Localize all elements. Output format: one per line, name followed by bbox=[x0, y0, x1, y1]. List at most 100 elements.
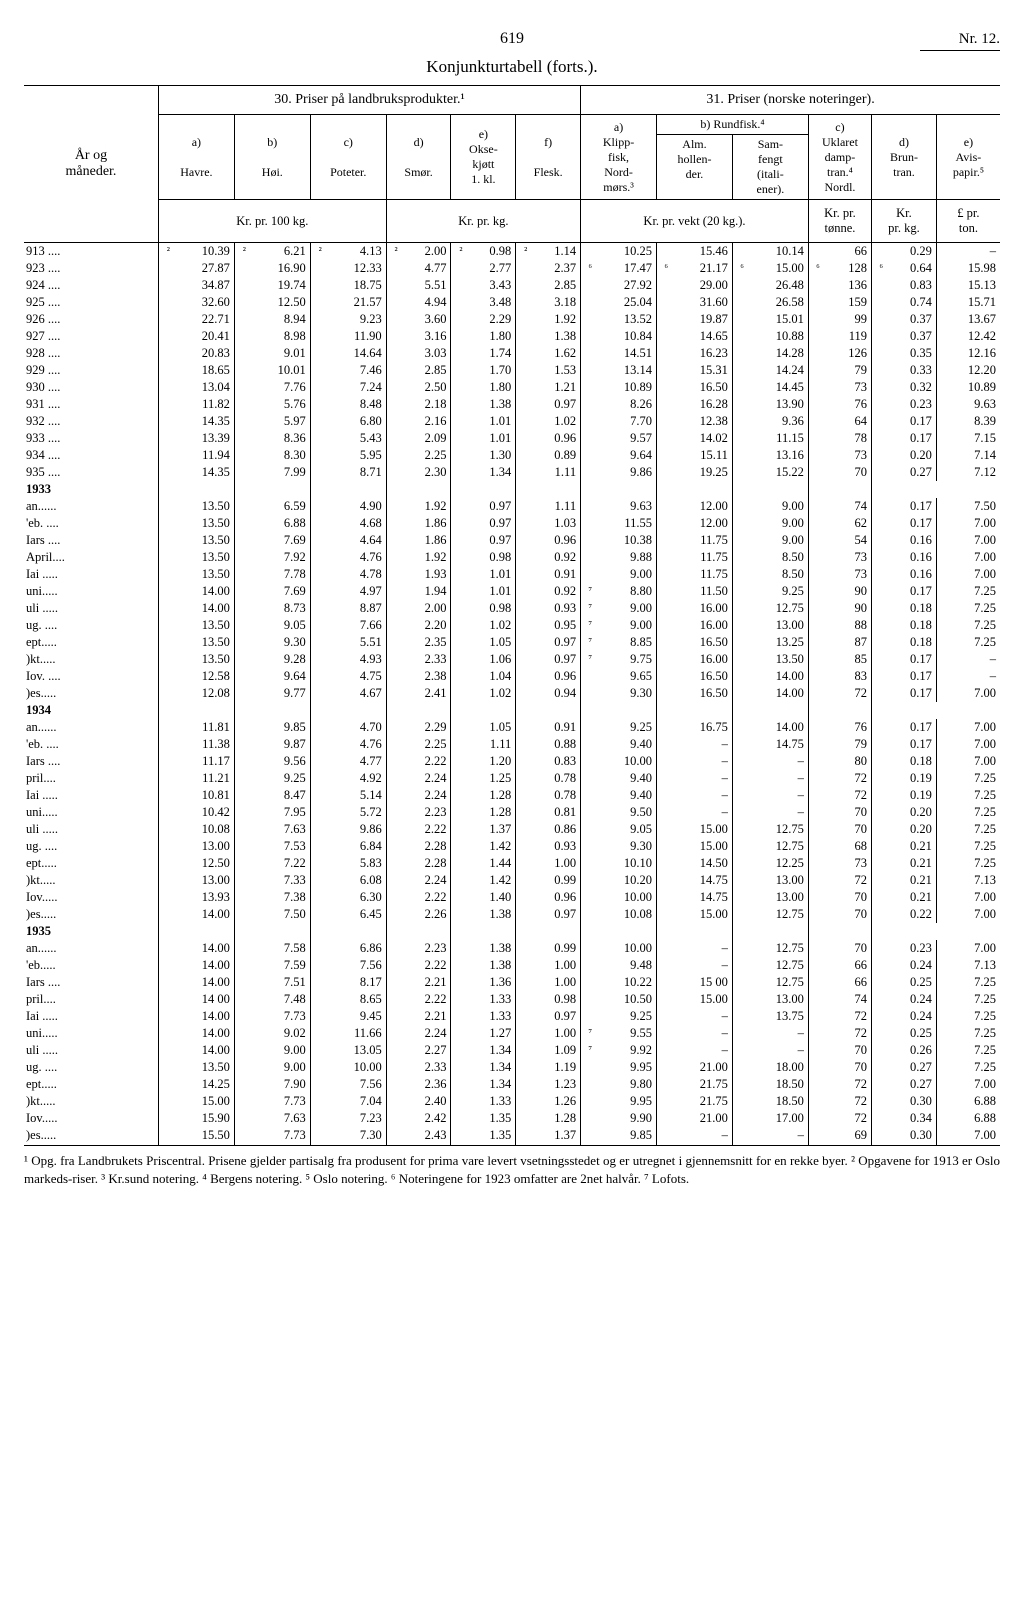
cell-prefix bbox=[310, 906, 323, 923]
col-c2: c) bbox=[835, 120, 844, 134]
cell-prefix bbox=[310, 498, 323, 515]
cell-value: 5.95 bbox=[323, 447, 386, 464]
cell-value: 18.75 bbox=[323, 277, 386, 294]
cell-prefix bbox=[516, 447, 529, 464]
cell-value: 7.25 bbox=[936, 1025, 1000, 1042]
cell-value: 7.25 bbox=[936, 1059, 1000, 1076]
cell-prefix bbox=[451, 1076, 464, 1093]
cell-prefix bbox=[732, 634, 745, 651]
row-label: uli ..... bbox=[24, 821, 158, 838]
cell-value: 72 bbox=[821, 1076, 872, 1093]
cell-value: 15.00 bbox=[669, 821, 732, 838]
cell-prefix bbox=[386, 515, 399, 532]
cell-value: 8.17 bbox=[323, 974, 386, 991]
cell-value: 0.23 bbox=[884, 940, 936, 957]
cell-value: 7.15 bbox=[936, 430, 1000, 447]
cell-prefix bbox=[158, 872, 171, 889]
cell-value: 0.21 bbox=[884, 872, 936, 889]
cell-value: 1.30 bbox=[463, 447, 515, 464]
table-row: Iov.....13.937.386.302.221.400.9610.0014… bbox=[24, 889, 1000, 906]
cell-value: 76 bbox=[821, 396, 872, 413]
cell-prefix bbox=[310, 940, 323, 957]
cell-prefix bbox=[451, 464, 464, 481]
cell-value: 7.76 bbox=[247, 379, 310, 396]
cell-prefix bbox=[808, 277, 821, 294]
cell-value: 2.29 bbox=[399, 719, 451, 736]
cell-value: 14.24 bbox=[745, 362, 808, 379]
cell-value: 7.00 bbox=[936, 736, 1000, 753]
cell-prefix bbox=[872, 957, 885, 974]
cell-value: 15.98 bbox=[936, 260, 1000, 277]
cell-value: 13.90 bbox=[745, 396, 808, 413]
cell-value: 1.03 bbox=[528, 515, 580, 532]
cell-prefix bbox=[516, 430, 529, 447]
cell-prefix bbox=[158, 464, 171, 481]
cell-prefix bbox=[732, 770, 745, 787]
cell-value: 2.22 bbox=[399, 753, 451, 770]
cell-value: 0.18 bbox=[884, 634, 936, 651]
cell-value: 70 bbox=[821, 1059, 872, 1076]
cell-prefix bbox=[158, 600, 171, 617]
cell-value: 1.25 bbox=[463, 770, 515, 787]
cell-prefix bbox=[386, 634, 399, 651]
cell-prefix bbox=[386, 464, 399, 481]
cell-prefix bbox=[310, 974, 323, 991]
cell-value: 7.14 bbox=[936, 447, 1000, 464]
cell-prefix bbox=[386, 311, 399, 328]
cell-prefix bbox=[657, 940, 670, 957]
cell-prefix bbox=[158, 940, 171, 957]
cell-value: 7.00 bbox=[936, 753, 1000, 770]
cell-value: 0.96 bbox=[528, 889, 580, 906]
cell-value: 4.67 bbox=[323, 685, 386, 702]
cell-prefix bbox=[732, 719, 745, 736]
cell-prefix bbox=[234, 464, 247, 481]
cell-prefix bbox=[158, 753, 171, 770]
cell-prefix bbox=[386, 821, 399, 838]
cell-value: 9.30 bbox=[593, 838, 656, 855]
row-label: 1933 bbox=[24, 481, 158, 498]
cell-value: 2.30 bbox=[399, 464, 451, 481]
cell-prefix bbox=[872, 1042, 885, 1059]
row-label: ug. .... bbox=[24, 838, 158, 855]
cell-value: 1.92 bbox=[399, 498, 451, 515]
cell-value: 126 bbox=[821, 345, 872, 362]
cell-prefix bbox=[451, 974, 464, 991]
cell-value: 64 bbox=[821, 413, 872, 430]
cell-prefix bbox=[808, 413, 821, 430]
row-label: 'eb..... bbox=[24, 957, 158, 974]
cell-value: 0.30 bbox=[884, 1127, 936, 1146]
cell-prefix bbox=[451, 260, 464, 277]
row-label: )es..... bbox=[24, 1127, 158, 1146]
cell-prefix bbox=[234, 634, 247, 651]
cell-value: 69 bbox=[821, 1127, 872, 1146]
row-label: 926 .... bbox=[24, 311, 158, 328]
cell-value: 1.21 bbox=[528, 379, 580, 396]
cell-prefix bbox=[808, 549, 821, 566]
cell-value: 72 bbox=[821, 787, 872, 804]
cell-prefix bbox=[310, 838, 323, 855]
cell-value: 2.37 bbox=[528, 260, 580, 277]
row-label: Iars .... bbox=[24, 532, 158, 549]
cell-prefix bbox=[158, 566, 171, 583]
cell-value: 15.50 bbox=[171, 1127, 234, 1146]
cell-value: 7.73 bbox=[247, 1127, 310, 1146]
cell-prefix bbox=[451, 685, 464, 702]
cell-prefix bbox=[158, 396, 171, 413]
cell-value: 0.94 bbox=[528, 685, 580, 702]
cell-prefix bbox=[581, 328, 594, 345]
cell-value: 0.17 bbox=[884, 430, 936, 447]
cell-value: 1.01 bbox=[463, 413, 515, 430]
cell-prefix bbox=[732, 1076, 745, 1093]
cell-value: 0.18 bbox=[884, 617, 936, 634]
cell-prefix bbox=[732, 787, 745, 804]
cell-value: 12.75 bbox=[745, 821, 808, 838]
cell-value: 0.64 bbox=[884, 260, 936, 277]
cell-prefix bbox=[451, 804, 464, 821]
cell-prefix bbox=[310, 787, 323, 804]
cell-prefix: ² bbox=[234, 243, 247, 261]
cell-prefix bbox=[386, 872, 399, 889]
cell-prefix bbox=[451, 1059, 464, 1076]
cell-prefix bbox=[310, 549, 323, 566]
cell-value: 7.00 bbox=[936, 940, 1000, 957]
cell-value: 0.32 bbox=[884, 379, 936, 396]
